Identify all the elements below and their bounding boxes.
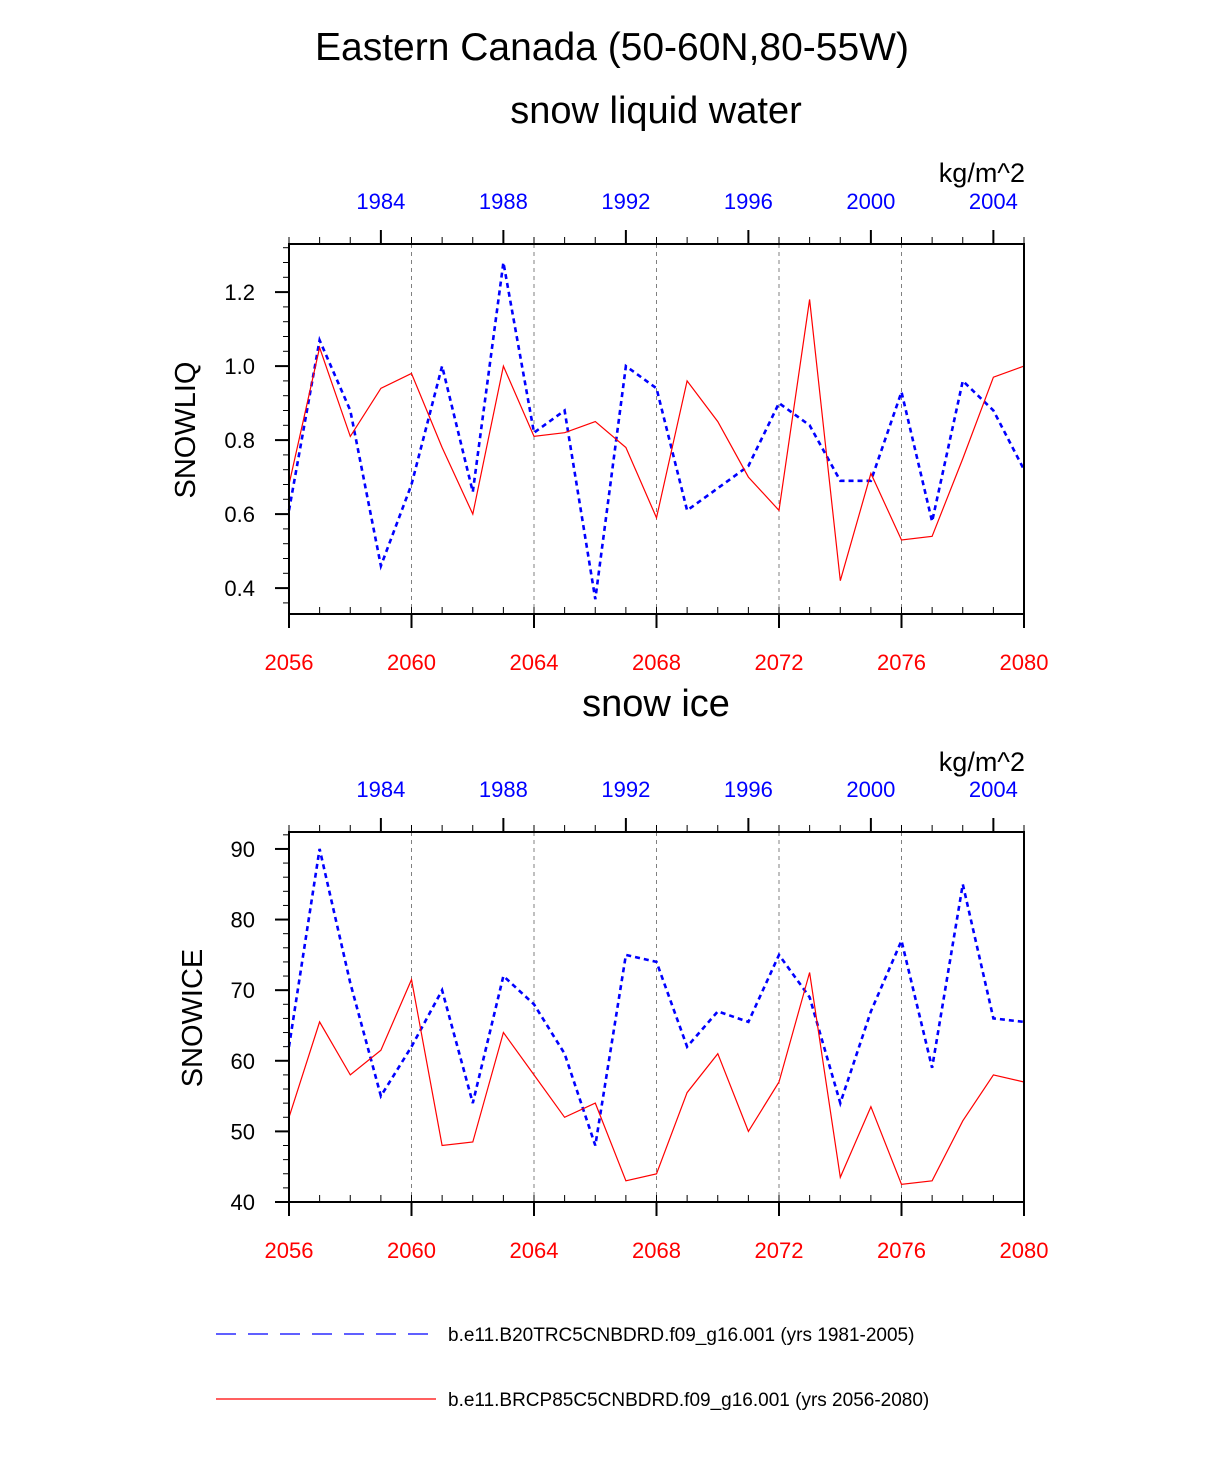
x-top-tick-label: 1996 xyxy=(724,777,773,802)
y-tick-label: 60 xyxy=(231,1049,255,1074)
main-title: Eastern Canada (50-60N,80-55W) xyxy=(315,26,909,69)
x-top-tick-label: 1988 xyxy=(479,777,528,802)
x-tick-label: 2064 xyxy=(510,650,559,675)
y-axis-label: SNOWLIQ xyxy=(170,362,202,499)
plot-frame xyxy=(288,831,1025,1203)
x-top-tick-label: 2004 xyxy=(969,189,1018,214)
x-top-tick-label: 1992 xyxy=(601,189,650,214)
units-label: kg/m^2 xyxy=(939,747,1025,777)
x-tick-label: 2056 xyxy=(265,1238,314,1263)
x-top-tick-label: 1984 xyxy=(356,189,405,214)
x-top-tick-label: 1984 xyxy=(356,777,405,802)
x-top-tick-label: 2004 xyxy=(969,777,1018,802)
x-tick-label: 2064 xyxy=(510,1238,559,1263)
x-tick-label: 2076 xyxy=(877,1238,926,1263)
y-tick-label: 50 xyxy=(231,1119,255,1144)
legend-label-future: b.e11.BRCP85C5CNBDRD.f09_g16.001 (yrs 20… xyxy=(448,1390,929,1411)
y-axis-label: SNOWICE xyxy=(177,949,209,1088)
x-tick-label: 2068 xyxy=(632,650,681,675)
x-top-tick-label: 2000 xyxy=(846,777,895,802)
y-tick-label: 70 xyxy=(231,978,255,1003)
series-line-historical xyxy=(287,848,1025,1146)
panel-subtitle: snow liquid water xyxy=(510,90,802,132)
x-top-tick-label: 1996 xyxy=(724,189,773,214)
x-tick-label: 2072 xyxy=(755,1238,804,1263)
x-top-tick-label: 1988 xyxy=(479,189,528,214)
series-line-future xyxy=(288,972,1025,1185)
y-tick-label: 90 xyxy=(231,837,255,862)
legend: b.e11.B20TRC5CNBDRD.f09_g16.001 (yrs 198… xyxy=(216,1325,929,1411)
x-tick-label: 2056 xyxy=(265,650,314,675)
y-tick-label: 1.2 xyxy=(224,280,255,305)
panel-snowliq: snow liquid water kg/m^2 SNOWLIQ 2056 206… xyxy=(170,90,1048,675)
x-tick-label: 2060 xyxy=(387,650,436,675)
legend-label-historical: b.e11.B20TRC5CNBDRD.f09_g16.001 (yrs 198… xyxy=(448,1325,914,1346)
y-tick-label: 40 xyxy=(231,1190,255,1215)
x-tick-label: 2060 xyxy=(387,1238,436,1263)
panel-snowice: snow ice kg/m^2 SNOWICE 2056 2060 2064 2068… xyxy=(177,683,1048,1263)
x-tick-label: 2068 xyxy=(632,1238,681,1263)
y-tick-label: 1.0 xyxy=(224,354,255,379)
x-tick-label: 2076 xyxy=(877,650,926,675)
x-top-tick-label: 2000 xyxy=(846,189,895,214)
x-tick-label: 2072 xyxy=(755,650,804,675)
x-tick-label: 2080 xyxy=(1000,1238,1049,1263)
units-label: kg/m^2 xyxy=(939,158,1025,188)
x-tick-label: 2080 xyxy=(1000,650,1049,675)
series-line-future xyxy=(288,299,1025,581)
x-top-tick-label: 1992 xyxy=(601,777,650,802)
y-tick-label: 0.8 xyxy=(224,428,255,453)
panel-subtitle: snow ice xyxy=(582,683,730,725)
y-tick-label: 0.6 xyxy=(224,502,255,527)
y-tick-label: 80 xyxy=(231,908,255,933)
plot-frame xyxy=(288,243,1025,615)
y-tick-label: 0.4 xyxy=(224,576,255,601)
